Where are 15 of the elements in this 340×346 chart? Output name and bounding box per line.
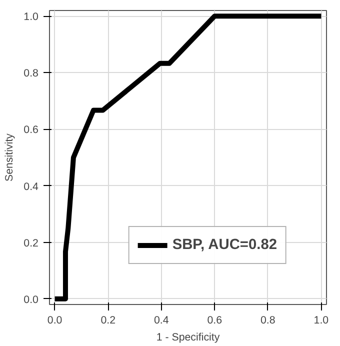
x-tick-label: 1.0 — [314, 314, 329, 326]
x-tick-label: 0.4 — [154, 314, 169, 326]
y-tick-label: 1.0 — [24, 11, 39, 24]
y-tick-label: 0.4 — [24, 180, 39, 193]
x-tick-label: 0.8 — [260, 314, 276, 326]
y-axis-title: Sensitivity — [4, 132, 16, 182]
x-tick-label: 0.2 — [100, 314, 116, 326]
y-tick-label: 0.6 — [24, 124, 39, 136]
x-tick-label: 0.0 — [47, 314, 62, 326]
y-tick-label: 0.2 — [24, 237, 39, 250]
y-tick-label: 0.0 — [24, 294, 39, 306]
y-tick-label: 0.8 — [24, 68, 39, 80]
x-axis-title: 1 - Specificity — [156, 332, 220, 344]
x-tick-label: 0.6 — [207, 314, 222, 326]
legend-label: SBP, AUC=0.82 — [172, 237, 277, 253]
